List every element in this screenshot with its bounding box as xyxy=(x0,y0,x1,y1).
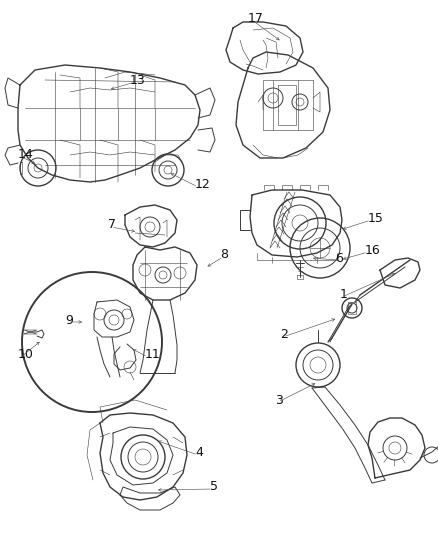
Text: 10: 10 xyxy=(18,349,34,361)
Text: 17: 17 xyxy=(248,12,264,25)
Text: 2: 2 xyxy=(280,328,288,342)
Text: 15: 15 xyxy=(368,212,384,224)
Text: 3: 3 xyxy=(275,393,283,407)
Text: 13: 13 xyxy=(130,74,146,86)
Text: 8: 8 xyxy=(220,248,228,262)
Text: 4: 4 xyxy=(195,447,203,459)
Text: 12: 12 xyxy=(195,179,211,191)
Text: 6: 6 xyxy=(335,252,343,264)
Text: 1: 1 xyxy=(340,288,348,302)
Text: 16: 16 xyxy=(365,244,381,256)
Text: 7: 7 xyxy=(108,219,116,231)
Text: 9: 9 xyxy=(65,313,73,327)
Text: 14: 14 xyxy=(18,149,34,161)
Text: 5: 5 xyxy=(210,481,218,494)
Text: 11: 11 xyxy=(145,349,161,361)
